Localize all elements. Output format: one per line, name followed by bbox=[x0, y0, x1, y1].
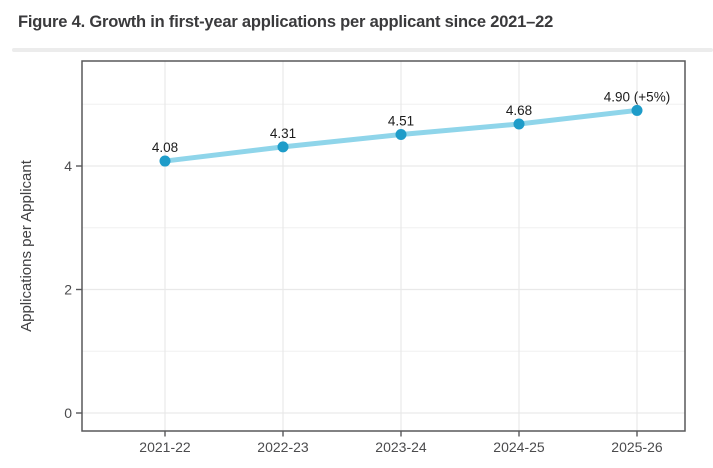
data-point-label: 4.68 bbox=[506, 103, 532, 118]
data-series bbox=[159, 104, 643, 167]
data-point-label: 4.31 bbox=[270, 126, 296, 141]
y-tick-label: 2 bbox=[64, 281, 72, 297]
x-tick-label: 2022-23 bbox=[257, 439, 309, 455]
data-point-label: 4.08 bbox=[152, 140, 178, 155]
x-tick-label: 2021-22 bbox=[139, 439, 191, 455]
title-divider bbox=[12, 48, 713, 52]
y-tick-label: 4 bbox=[64, 158, 72, 174]
data-point bbox=[513, 118, 525, 130]
x-tick-label: 2023-24 bbox=[375, 439, 427, 455]
data-point bbox=[277, 141, 289, 153]
figure-title: Figure 4. Growth in first-year applicati… bbox=[18, 13, 554, 31]
plot-frame bbox=[76, 60, 686, 437]
axis-and-point-labels: Applications per Applicant 0 2 4 2021-22 202… bbox=[18, 89, 670, 455]
data-point-label: 4.90 (+5%) bbox=[604, 89, 670, 104]
panel-border bbox=[81, 60, 686, 432]
x-tick-label: 2025-26 bbox=[611, 439, 663, 455]
data-point-label: 4.51 bbox=[388, 114, 414, 129]
data-point bbox=[395, 129, 407, 141]
y-tick-label: 0 bbox=[64, 405, 72, 421]
data-point bbox=[159, 155, 171, 167]
y-axis-title: Applications per Applicant bbox=[18, 159, 35, 332]
x-tick-label: 2024-25 bbox=[493, 439, 545, 455]
data-point bbox=[631, 104, 643, 116]
